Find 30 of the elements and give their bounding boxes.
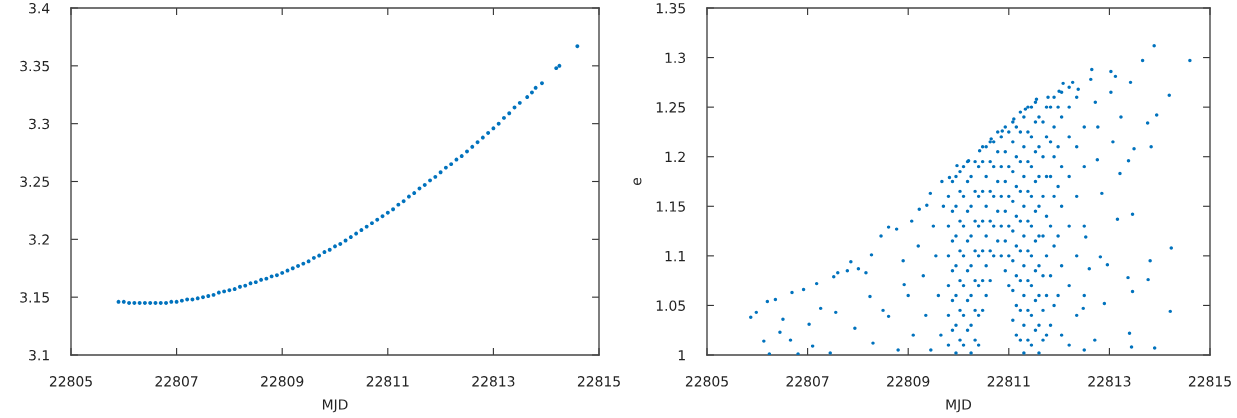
- x-tick-label: 22811: [987, 376, 1030, 387]
- x-tick-label: 22815: [1188, 376, 1231, 387]
- y-tick-label: 3.35: [20, 60, 49, 72]
- x-tick-label: 22805: [49, 376, 92, 387]
- y-tick-label: 1.1: [665, 251, 685, 262]
- y-tick-label: 3.3: [29, 118, 50, 130]
- x-axis-title: MJD: [946, 399, 972, 413]
- y-tick-label: 1.3: [665, 52, 686, 64]
- y-tick-label: 3.1: [29, 349, 49, 361]
- x-tick-label: 22807: [786, 376, 829, 387]
- x-axis-title: MJD: [322, 399, 348, 413]
- y-tick-label: 1.05: [656, 300, 685, 311]
- y-tick-label: 3.15: [20, 292, 49, 303]
- y-tick-label: 1.15: [656, 201, 685, 212]
- x-tick-label: 22813: [472, 376, 515, 387]
- y-tick-label: 3.4: [29, 2, 50, 14]
- y-tick-label: 1.2: [665, 151, 685, 162]
- y-tick-label: 3.2: [29, 234, 49, 245]
- y-tick-label: 3.25: [20, 176, 49, 187]
- x-tick-label: 22811: [366, 376, 409, 387]
- x-tick-label: 22815: [577, 376, 620, 387]
- x-tick-label: 22813: [1088, 376, 1131, 387]
- y-axis-title: e: [633, 177, 642, 186]
- y-tick-label: 1.35: [656, 2, 685, 14]
- y-tick-label: 1: [678, 350, 685, 361]
- x-tick-label: 22807: [155, 376, 198, 387]
- x-tick-label: 22805: [685, 376, 728, 387]
- x-tick-label: 22809: [887, 376, 930, 387]
- y-tick-label: 1.25: [656, 102, 685, 113]
- x-tick-label: 22809: [261, 376, 304, 387]
